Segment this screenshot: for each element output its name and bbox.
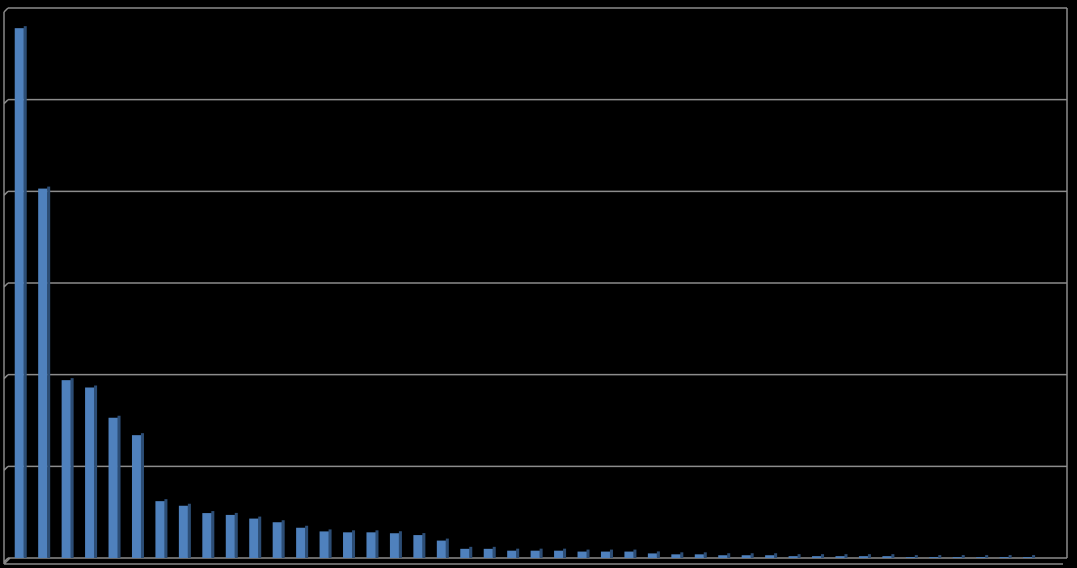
- bar: [155, 501, 165, 558]
- bar: [319, 531, 329, 558]
- grid-line-depth: [3, 465, 9, 471]
- bar: [225, 514, 235, 558]
- bar-side: [492, 546, 496, 558]
- bar-side: [469, 546, 473, 558]
- bar-side: [633, 549, 637, 558]
- bar: [882, 556, 892, 558]
- bar: [14, 28, 24, 558]
- bar: [976, 557, 986, 558]
- bar-side: [352, 530, 356, 558]
- bar-side: [891, 554, 895, 558]
- bar: [436, 540, 446, 558]
- bar: [554, 550, 564, 558]
- bar: [483, 548, 493, 558]
- bar: [1023, 557, 1033, 558]
- grid-line-depth: [3, 99, 9, 105]
- bar-side: [703, 552, 707, 558]
- bar: [858, 556, 868, 558]
- bar: [296, 527, 306, 558]
- bar-side: [774, 553, 778, 558]
- bar-side: [117, 415, 121, 558]
- bar-side: [305, 525, 309, 558]
- bar-side: [70, 378, 74, 558]
- bar: [507, 550, 517, 558]
- bar-side: [187, 503, 191, 558]
- bar-side: [938, 555, 942, 558]
- bar: [624, 551, 634, 558]
- bar-side: [844, 554, 848, 558]
- bar: [694, 554, 704, 558]
- bar-side: [750, 553, 754, 558]
- bar: [741, 555, 751, 558]
- bar: [647, 553, 657, 558]
- bar-side: [445, 538, 449, 558]
- grid-line-depth: [3, 557, 9, 563]
- bar: [788, 556, 798, 558]
- bar-side: [398, 531, 402, 558]
- bar: [38, 188, 48, 559]
- bar: [765, 555, 775, 558]
- bar: [249, 518, 259, 558]
- bar-side: [563, 548, 567, 558]
- bar-side: [867, 554, 871, 558]
- bar: [577, 551, 587, 558]
- bar: [718, 555, 728, 558]
- bar: [812, 556, 822, 558]
- bar: [202, 513, 212, 558]
- y-axis-depth: [3, 557, 11, 565]
- bar-side: [821, 554, 825, 558]
- bar: [272, 522, 282, 558]
- bar-side: [422, 533, 426, 558]
- bar-side: [211, 511, 215, 558]
- bar-side: [516, 548, 520, 558]
- bar-side: [797, 554, 801, 558]
- bar-side: [680, 552, 684, 558]
- bar: [835, 556, 845, 558]
- bar-side: [961, 555, 965, 558]
- bar: [460, 548, 470, 558]
- bar-side: [234, 512, 238, 558]
- bar-side: [164, 499, 168, 558]
- bar-side: [1008, 555, 1012, 558]
- grid-line-depth: [3, 190, 9, 196]
- bar-side: [23, 26, 27, 558]
- bar-side: [140, 433, 144, 558]
- bar-side: [375, 530, 379, 558]
- bar: [671, 554, 681, 558]
- bar-side: [539, 548, 543, 558]
- bar: [600, 551, 610, 558]
- grid-line-depth: [3, 7, 9, 13]
- bar: [61, 380, 71, 558]
- bar-side: [609, 549, 613, 558]
- grid-line-depth: [3, 374, 9, 380]
- bar-side: [727, 553, 731, 558]
- bar-side: [328, 529, 332, 558]
- bar: [366, 532, 376, 558]
- bar: [905, 557, 915, 558]
- bar: [530, 550, 540, 558]
- grid-line-depth: [3, 282, 9, 288]
- bar-side: [47, 186, 51, 559]
- bar-side: [914, 555, 918, 558]
- bar: [952, 557, 962, 558]
- bar: [108, 417, 118, 558]
- bar-side: [258, 516, 262, 558]
- bar-side: [656, 551, 660, 558]
- bar: [85, 387, 95, 558]
- bar-side: [1032, 555, 1036, 558]
- bar-side: [281, 520, 285, 558]
- bar: [389, 533, 399, 558]
- bar-side: [985, 555, 989, 558]
- bar: [929, 557, 939, 558]
- bar: [999, 557, 1009, 558]
- bar-side: [586, 549, 590, 558]
- bar: [343, 532, 353, 558]
- bar-side: [94, 385, 98, 558]
- bar: [413, 535, 423, 558]
- bar: [178, 505, 188, 558]
- bar: [131, 435, 141, 558]
